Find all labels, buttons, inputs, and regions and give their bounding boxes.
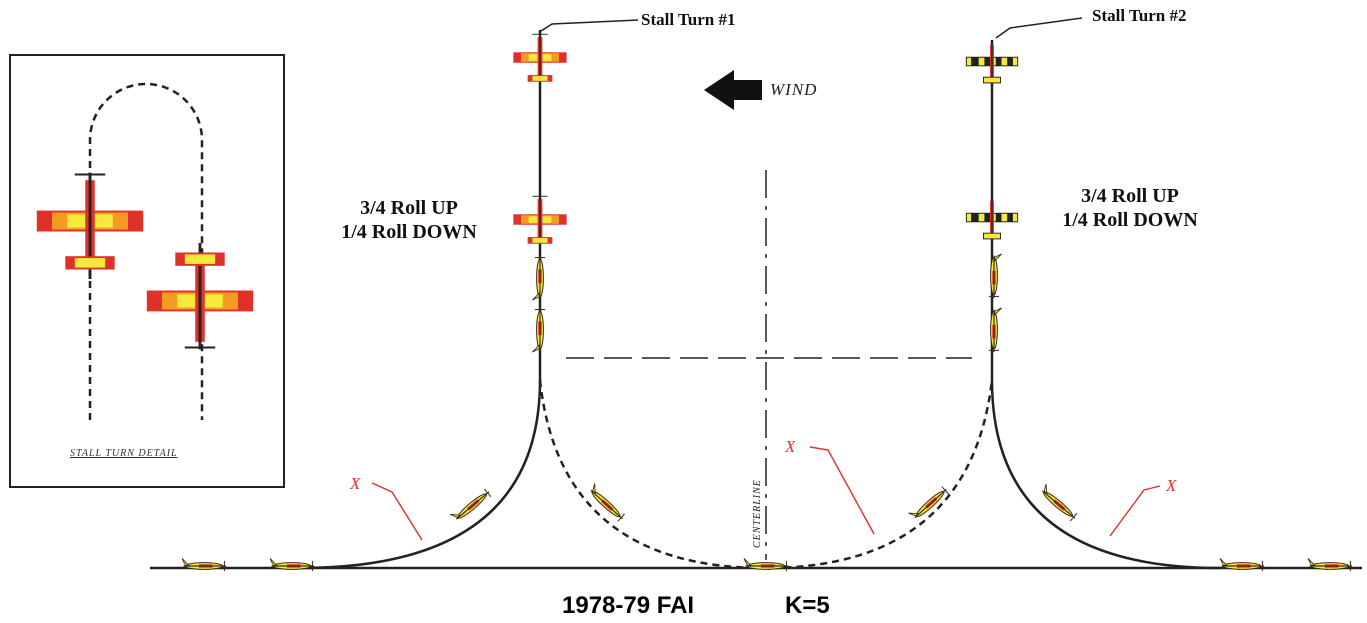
x-leader-left — [371, 482, 423, 541]
stall-turn-1-leader — [540, 19, 639, 32]
roll-left-line1: 3/4 Roll UP — [360, 197, 458, 219]
stall-turn-2-label: Stall Turn #2 — [1092, 6, 1187, 25]
x-leader-center — [809, 446, 875, 535]
roll-left-line2: 1/4 Roll DOWN — [341, 221, 477, 243]
x-marker-left: X — [350, 474, 361, 493]
airplane-icon — [512, 194, 568, 250]
centerline-label: CENTERLINE — [752, 479, 763, 548]
airplane-icon — [449, 485, 493, 525]
airplane-icon — [531, 255, 546, 301]
x-leader-right — [1109, 485, 1161, 537]
roll-right-line1: 3/4 Roll UP — [1081, 185, 1179, 207]
stall-turn-detail-label: STALL TURN DETAIL — [70, 448, 178, 459]
airplane-icon — [965, 40, 1019, 90]
airplane-icon — [585, 482, 629, 524]
caption-event: 1978-79 FAI — [562, 592, 695, 619]
roll-annotation-right: 3/4 Roll UP 1/4 Roll DOWN — [1042, 184, 1218, 232]
wind-label: WIND — [770, 80, 818, 99]
caption-k-factor: K=5 — [785, 592, 830, 619]
left-pull-up-arc — [299, 379, 542, 570]
roll-annotation-left: 3/4 Roll UP 1/4 Roll DOWN — [322, 196, 496, 244]
stall-turn-detail-path — [88, 82, 204, 420]
stall-turn-2-leader — [995, 17, 1083, 39]
x-marker-center: X — [785, 437, 796, 456]
airplane-icon — [512, 32, 568, 88]
airplane-icon — [965, 196, 1019, 246]
right-pull-out-arc — [990, 379, 1221, 570]
stall-turn-detail-box — [9, 54, 285, 488]
x-marker-right: X — [1166, 476, 1177, 495]
stall-turn-1-label: Stall Turn #1 — [641, 10, 736, 29]
airplane-icon — [531, 307, 546, 353]
wind-arrow-left-icon — [704, 70, 762, 110]
roll-right-line2: 1/4 Roll DOWN — [1062, 209, 1198, 231]
